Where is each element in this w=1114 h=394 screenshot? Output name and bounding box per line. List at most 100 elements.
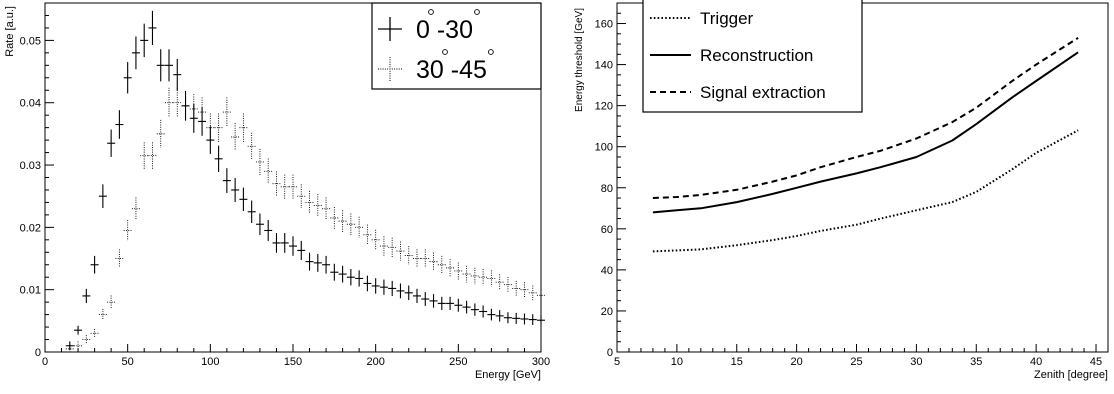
legend: 0 -30 30 -45 bbox=[371, 2, 542, 90]
data-point bbox=[131, 36, 140, 70]
x-tick-label: 30 bbox=[910, 356, 922, 368]
data-point bbox=[379, 279, 388, 295]
data-point bbox=[198, 97, 207, 127]
data-point bbox=[231, 177, 240, 203]
data-point bbox=[148, 142, 157, 169]
data-point bbox=[446, 296, 455, 310]
data-point bbox=[131, 197, 140, 221]
data-point bbox=[140, 23, 149, 58]
data-point bbox=[115, 110, 124, 139]
data-point bbox=[90, 255, 99, 274]
data-point bbox=[413, 288, 421, 304]
x-tick-label: 0 bbox=[42, 356, 48, 368]
data-point bbox=[165, 49, 173, 82]
data-point bbox=[181, 90, 190, 121]
x-tick-label: 40 bbox=[1030, 356, 1042, 368]
data-point bbox=[437, 255, 446, 274]
data-point bbox=[297, 184, 306, 209]
legend-label: Signal extraction bbox=[700, 83, 826, 102]
x-tick-label: 50 bbox=[122, 356, 134, 368]
x-tick-label: 300 bbox=[532, 356, 550, 368]
x-tick-label: 250 bbox=[449, 356, 467, 368]
data-point bbox=[90, 328, 99, 338]
legend-box bbox=[371, 2, 542, 90]
y-axis-title: Rate [a.u.] bbox=[4, 6, 16, 57]
degree-mark bbox=[428, 9, 434, 15]
data-point bbox=[413, 249, 421, 268]
data-point bbox=[156, 119, 165, 148]
data-point bbox=[520, 313, 529, 325]
data-point bbox=[487, 270, 496, 287]
data-point bbox=[255, 148, 264, 175]
y-tick-label: 20 bbox=[601, 306, 613, 318]
data-point bbox=[404, 246, 413, 265]
data-point bbox=[388, 237, 397, 257]
data-point bbox=[214, 113, 223, 142]
data-point bbox=[222, 168, 231, 194]
data-point bbox=[107, 129, 116, 157]
data-point bbox=[495, 310, 504, 322]
data-point bbox=[421, 292, 430, 306]
data-point bbox=[156, 49, 165, 82]
y-tick-label: 140 bbox=[595, 60, 613, 72]
data-point bbox=[313, 253, 322, 272]
data-point bbox=[346, 269, 355, 286]
data-point bbox=[107, 295, 116, 309]
data-point bbox=[264, 220, 273, 241]
y-tick-label: 160 bbox=[595, 19, 613, 31]
data-point bbox=[289, 174, 297, 200]
data-point bbox=[280, 174, 289, 200]
data-point bbox=[355, 270, 364, 287]
data-point bbox=[330, 207, 339, 229]
data-point bbox=[479, 269, 488, 286]
data-point bbox=[454, 298, 463, 312]
data-point bbox=[462, 300, 471, 314]
data-point bbox=[239, 113, 248, 142]
data-point bbox=[462, 265, 471, 283]
data-point bbox=[379, 236, 388, 256]
data-point bbox=[479, 305, 488, 318]
data-point bbox=[322, 255, 331, 274]
data-point bbox=[495, 274, 504, 291]
series-line-reconstruction bbox=[652, 51, 1079, 214]
y-axis-title: Energy threshold [GeV] bbox=[574, 8, 585, 112]
data-point bbox=[371, 278, 380, 294]
y-tick-label: 120 bbox=[595, 101, 613, 113]
data-point bbox=[189, 94, 198, 124]
data-point bbox=[396, 283, 405, 299]
data-point bbox=[173, 58, 182, 91]
series-zenith-30-45 bbox=[65, 87, 545, 354]
data-point bbox=[206, 126, 215, 154]
data-point bbox=[305, 190, 314, 215]
x-tick-label: 10 bbox=[671, 356, 683, 368]
data-point bbox=[74, 325, 83, 335]
data-point bbox=[330, 263, 339, 281]
data-point bbox=[140, 142, 149, 169]
data-point bbox=[98, 184, 107, 209]
y-tick-label: 0.04 bbox=[20, 98, 41, 110]
y-tick-label: 0.02 bbox=[20, 222, 41, 234]
data-point bbox=[421, 249, 430, 268]
y-tick-label: 0.03 bbox=[20, 160, 41, 172]
degree-mark bbox=[474, 9, 480, 15]
degree-mark bbox=[442, 49, 448, 55]
data-point bbox=[272, 233, 281, 253]
data-point bbox=[470, 267, 479, 285]
plot-frame bbox=[44, 2, 542, 353]
y-tick-label: 80 bbox=[601, 183, 613, 195]
data-point bbox=[98, 308, 107, 321]
data-point bbox=[437, 296, 446, 310]
data-point bbox=[528, 285, 537, 301]
data-point bbox=[503, 312, 512, 324]
data-point bbox=[82, 335, 91, 344]
x-tick-label: 150 bbox=[284, 356, 302, 368]
data-point bbox=[520, 282, 529, 298]
data-point bbox=[338, 265, 347, 283]
series-zenith-0-30 bbox=[65, 10, 545, 351]
x-tick-label: 200 bbox=[366, 356, 384, 368]
data-point bbox=[115, 249, 124, 268]
y-tick-label: 100 bbox=[595, 142, 613, 154]
data-point bbox=[528, 314, 537, 325]
